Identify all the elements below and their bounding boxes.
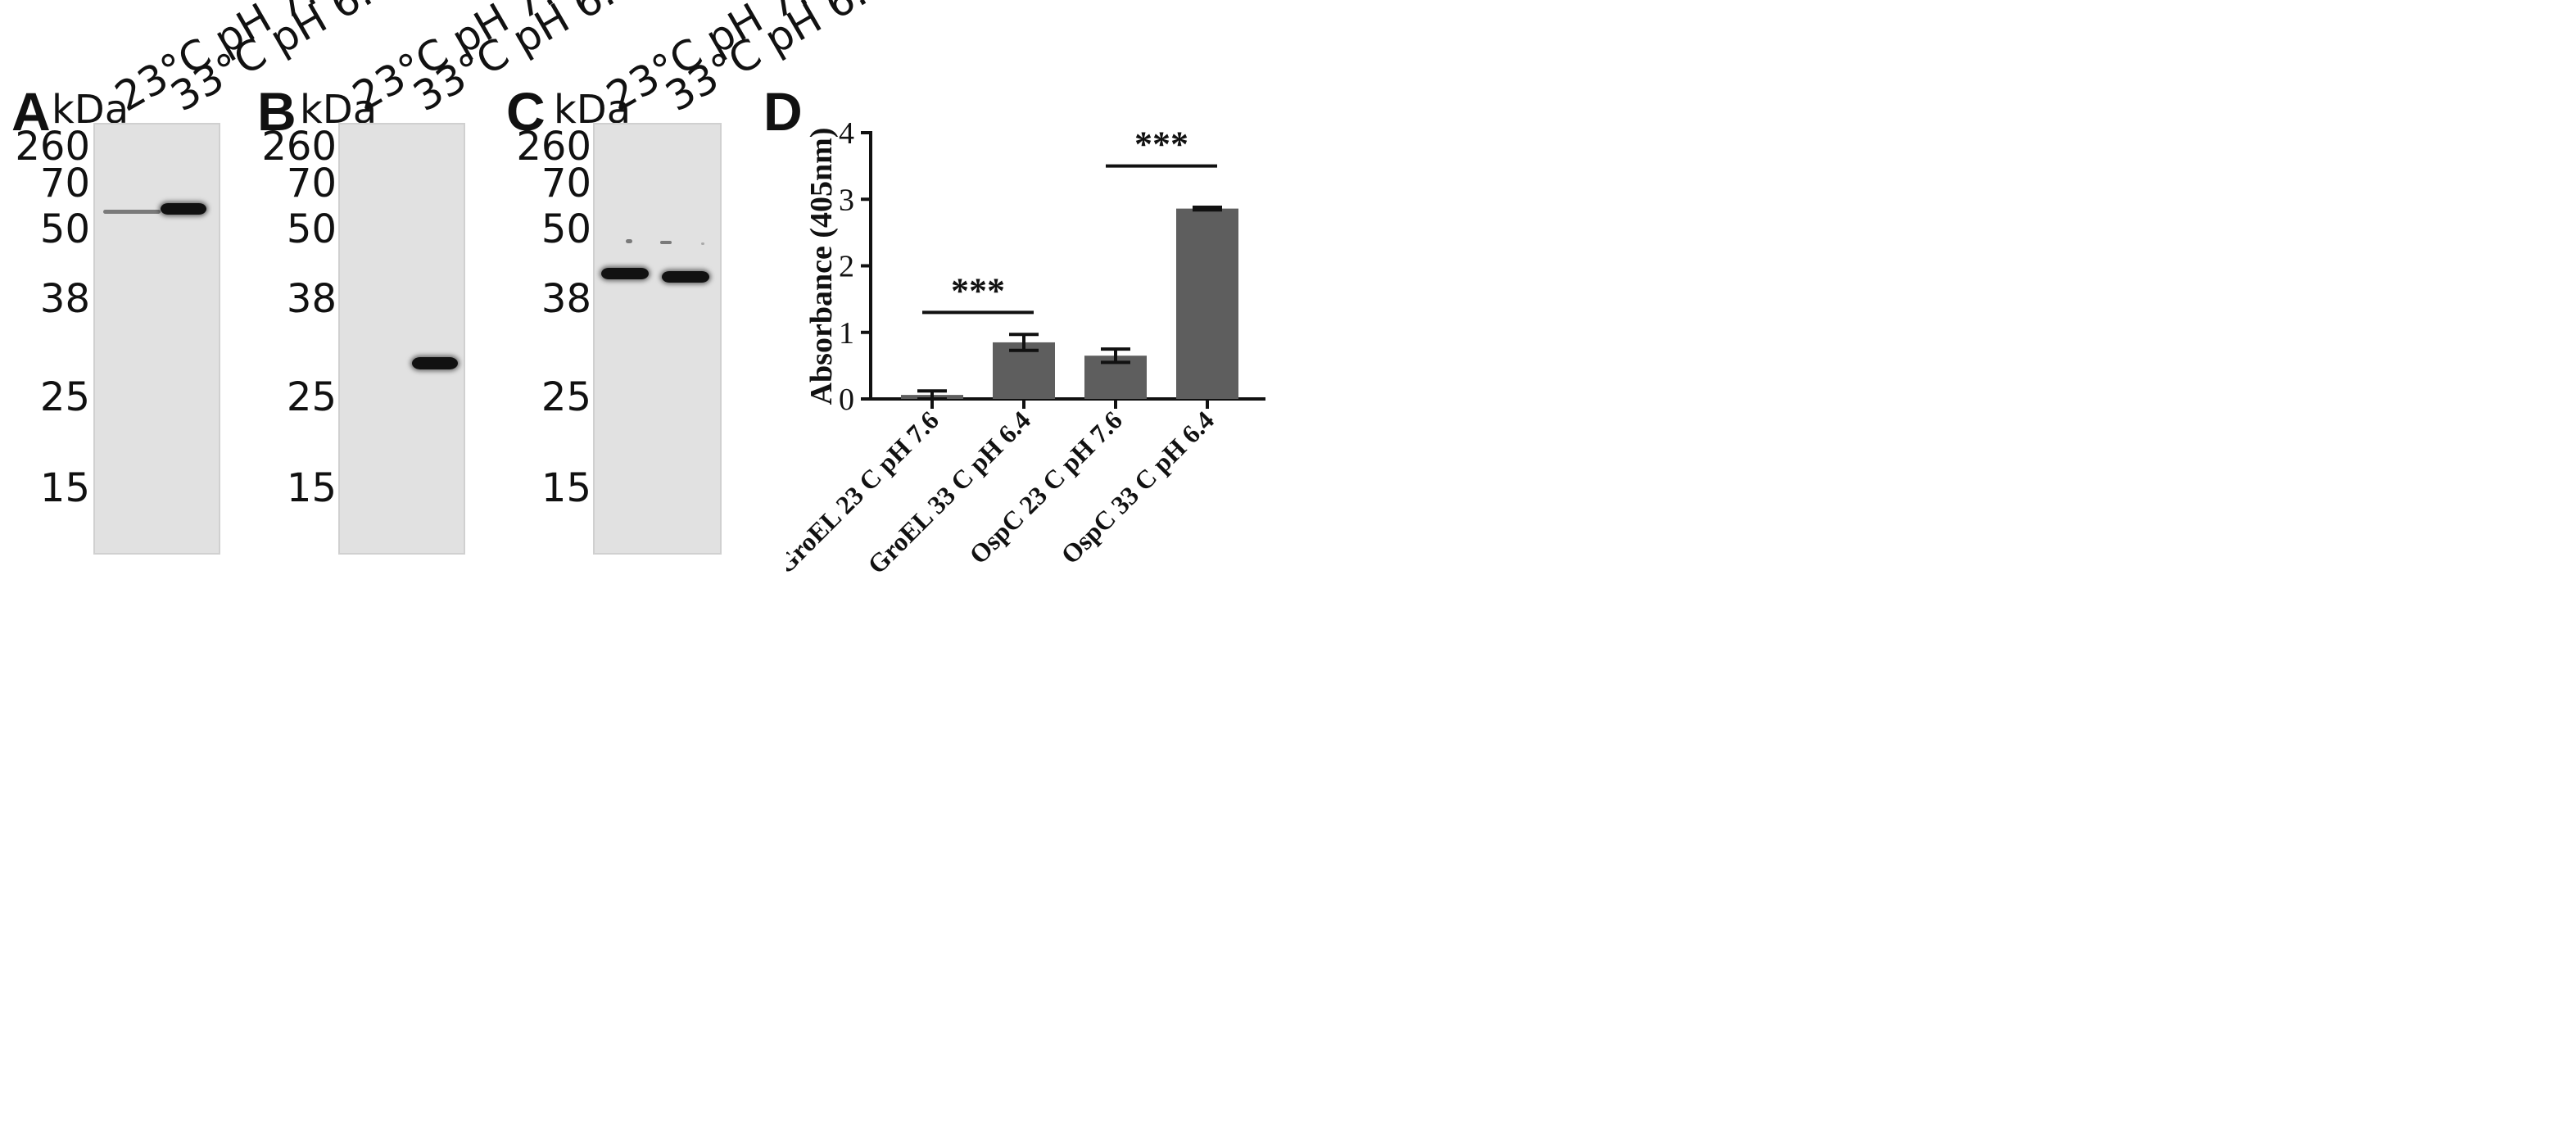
- y-axis-label: Absorbance (405nm): [804, 128, 839, 405]
- panel-a-marker-15: 15: [39, 465, 90, 511]
- panel-b-blot: [338, 123, 465, 555]
- panel-a-band-lane-2: [161, 203, 206, 215]
- significance-label-1: ***: [951, 270, 1005, 310]
- panel-a-marker-50: 50: [39, 206, 90, 252]
- x-category-label-4: OspC 33 C pH 6.4: [1055, 405, 1220, 569]
- x-category-label-3: OspC 23 C pH 7.6: [963, 405, 1128, 569]
- panel-b-marker-50: 50: [286, 206, 337, 252]
- panel-c-band-lane-1: [601, 268, 649, 279]
- y-tick-label: 0: [839, 383, 854, 417]
- panel-b-marker-25: 25: [286, 374, 337, 420]
- y-tick-label: 1: [839, 316, 854, 351]
- panel-a-marker-38: 38: [39, 276, 90, 322]
- significance-label-2: ***: [1134, 125, 1188, 165]
- panel-a-marker-25: 25: [39, 374, 90, 420]
- panel-c-faint-band-3: [701, 242, 704, 245]
- x-category-label-2: GroEL 33 C pH 6.4: [862, 405, 1036, 573]
- panel-c-marker-70: 70: [541, 161, 591, 206]
- panel-b-marker-38: 38: [286, 276, 337, 322]
- panel-c-faint-band-2: [660, 241, 672, 244]
- panel-b-marker-70: 70: [286, 161, 337, 206]
- y-axis-label-text: Absorbance (405nm): [804, 128, 839, 405]
- panel-c-blot: [593, 123, 722, 555]
- panel-b-marker-15: 15: [286, 465, 337, 511]
- panel-b-letter: B: [257, 81, 297, 142]
- panel-c-marker-50: 50: [541, 206, 591, 252]
- x-category-label-1: GroEL 23 C pH 7.6: [786, 405, 944, 573]
- panel-a-band-lane-1: [103, 210, 161, 214]
- y-tick-label: 3: [839, 183, 854, 217]
- y-tick-label: 2: [839, 250, 854, 284]
- panel-c-letter: C: [506, 81, 546, 142]
- panel-c-band-lane-2: [662, 271, 709, 283]
- y-tick-label: 4: [839, 116, 854, 151]
- panel-d-bar-chart: Absorbance (405nm) 0 1 2 3 4 GroEL 23 C pH 7.…: [786, 116, 1265, 573]
- panel-a-letter: A: [11, 81, 51, 142]
- panel-b-band-lane-2: [412, 357, 458, 369]
- panel-d-letter: D: [763, 81, 803, 142]
- panel-b-marker-260: 260: [261, 124, 337, 170]
- bar-4: [1176, 208, 1238, 399]
- panel-c-marker-260: 260: [516, 124, 591, 170]
- panel-c-marker-25: 25: [541, 374, 591, 420]
- panel-a-blot: [93, 123, 220, 555]
- panel-c-marker-38: 38: [541, 276, 591, 322]
- panel-c-marker-15: 15: [541, 465, 591, 511]
- panel-a-marker-70: 70: [39, 161, 90, 206]
- panel-a-marker-260: 260: [15, 124, 90, 170]
- panel-c-faint-band-1: [626, 239, 632, 243]
